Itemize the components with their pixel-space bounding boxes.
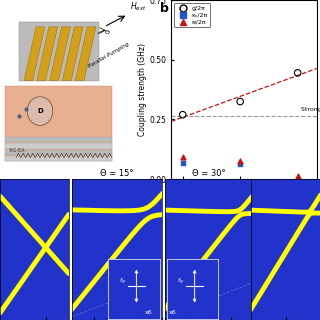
Polygon shape [19, 21, 99, 81]
Text: $H_{ext}$: $H_{ext}$ [130, 0, 146, 12]
Circle shape [27, 97, 53, 125]
Point [180, 112, 185, 117]
Point [238, 159, 243, 164]
Polygon shape [62, 27, 83, 81]
Text: b: b [160, 2, 169, 15]
Polygon shape [37, 27, 58, 81]
Point [238, 99, 243, 104]
Point [180, 160, 185, 165]
Point [180, 155, 185, 160]
Polygon shape [5, 156, 112, 161]
Legend: g/2π, κᵥ/2π, κₗ/2π: g/2π, κᵥ/2π, κₗ/2π [174, 3, 210, 28]
Point [295, 174, 300, 179]
Text: Strong C: Strong C [301, 107, 320, 112]
Polygon shape [5, 150, 112, 155]
Title: Θ = 30°: Θ = 30° [192, 169, 226, 179]
Polygon shape [24, 27, 45, 81]
X-axis label: Θ (degrees): Θ (degrees) [219, 199, 269, 208]
Text: D: D [37, 108, 43, 114]
Polygon shape [5, 143, 112, 149]
Polygon shape [5, 137, 112, 142]
Point [295, 70, 300, 76]
Text: Parallel Pumping: Parallel Pumping [88, 42, 131, 69]
Title: Θ = 15°: Θ = 15° [100, 169, 133, 179]
Polygon shape [50, 27, 70, 81]
Text: YIG-EA: YIG-EA [8, 148, 25, 153]
Y-axis label: Coupling strength (GHz): Coupling strength (GHz) [138, 43, 147, 136]
Point [238, 161, 243, 166]
Text: $\Theta$: $\Theta$ [104, 28, 111, 36]
Polygon shape [75, 27, 96, 81]
Polygon shape [5, 86, 112, 161]
